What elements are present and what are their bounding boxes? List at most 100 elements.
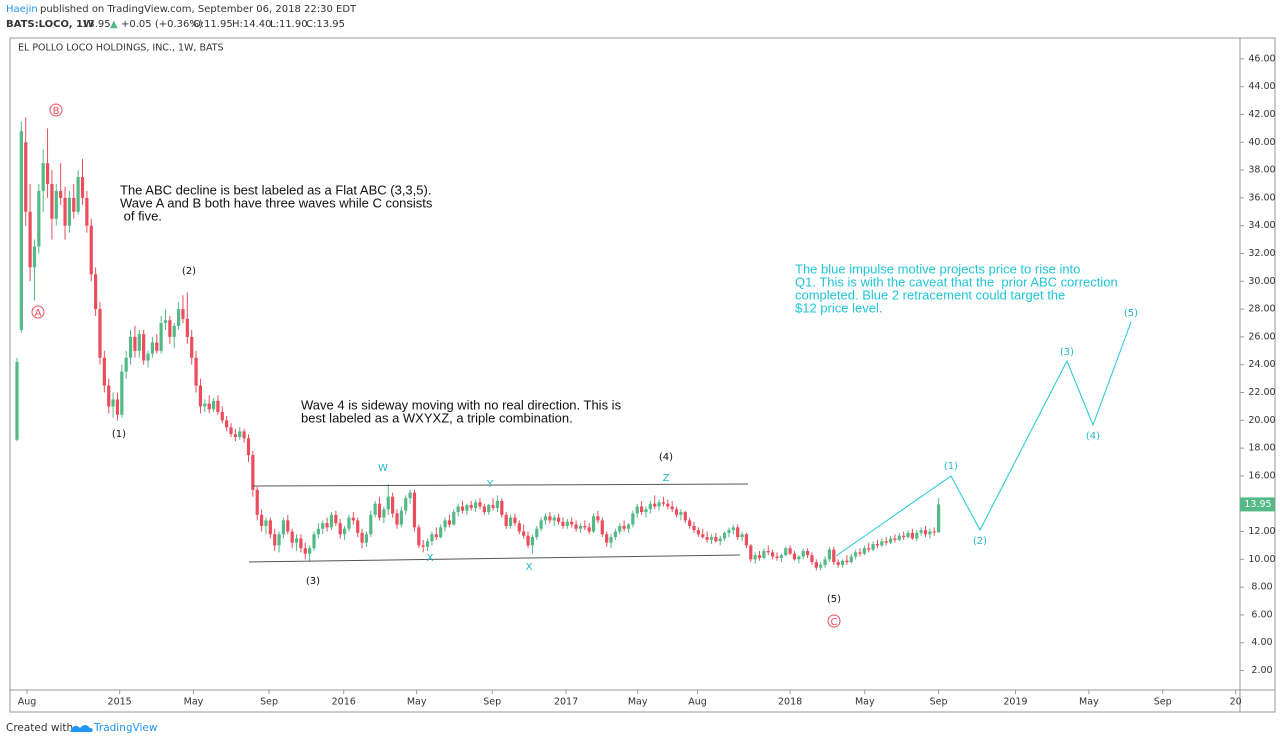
y-tick-label: 12.00 bbox=[1248, 526, 1275, 537]
created-with: Created with bbox=[6, 722, 73, 734]
y-tick-label: 4.00 bbox=[1251, 637, 1272, 648]
candle-body bbox=[264, 520, 268, 526]
candle-body bbox=[609, 537, 613, 543]
x-tick-label: 2015 bbox=[108, 697, 132, 708]
candle-body bbox=[779, 555, 783, 558]
y-tick-label: 2.00 bbox=[1251, 665, 1272, 676]
close: C:13.95 bbox=[306, 19, 345, 30]
channel-top bbox=[251, 483, 749, 487]
candle-body bbox=[810, 555, 814, 563]
wave-label: W bbox=[378, 463, 388, 474]
candle-body bbox=[465, 505, 469, 511]
candle-body bbox=[644, 509, 648, 513]
candle-body bbox=[648, 503, 652, 510]
candle-body bbox=[24, 142, 28, 212]
candle-body bbox=[67, 197, 72, 226]
candle-body bbox=[548, 516, 552, 521]
candle-body bbox=[788, 548, 792, 554]
y-tick-label: 42.00 bbox=[1248, 109, 1275, 120]
candle-body bbox=[500, 500, 504, 515]
candle-body bbox=[386, 496, 390, 510]
candle-body bbox=[430, 534, 434, 542]
wave-label: Y bbox=[486, 479, 494, 490]
candle-body bbox=[692, 525, 696, 531]
candle-body bbox=[28, 211, 32, 268]
wave-label: (5) bbox=[1124, 308, 1138, 319]
x-tick-label: 2017 bbox=[554, 697, 578, 708]
candle-body bbox=[937, 504, 941, 533]
candle-body bbox=[329, 514, 334, 528]
candle-body bbox=[382, 509, 386, 518]
candle-body bbox=[906, 532, 910, 538]
candle-body bbox=[94, 274, 98, 310]
wave-label: (5) bbox=[827, 594, 841, 605]
candle-body bbox=[133, 336, 137, 351]
wave-label: X bbox=[427, 553, 434, 564]
candle-body bbox=[242, 431, 246, 439]
x-tick-label: Sep bbox=[1154, 697, 1172, 708]
note: The blue impulse motive projects price t… bbox=[795, 261, 1080, 276]
author[interactable]: Haejin bbox=[6, 4, 38, 15]
candle-body bbox=[928, 531, 932, 535]
wave-label: (4) bbox=[1086, 431, 1100, 442]
wave-label: (2) bbox=[182, 266, 196, 277]
candle-body bbox=[211, 400, 216, 410]
candle-body bbox=[98, 309, 102, 358]
candle-body bbox=[805, 550, 810, 556]
wave-label: (3) bbox=[306, 576, 320, 587]
candle-body bbox=[190, 336, 194, 358]
candle-body bbox=[115, 399, 120, 415]
x-tick-label: Aug bbox=[688, 697, 707, 708]
candle-body bbox=[854, 552, 858, 557]
candle-body bbox=[417, 527, 421, 546]
candle-body bbox=[522, 531, 526, 536]
candle-body bbox=[771, 552, 775, 557]
wave-label: Z bbox=[663, 473, 670, 484]
candle-body bbox=[146, 353, 150, 361]
candle-body bbox=[259, 514, 264, 526]
brand[interactable]: TradingView bbox=[93, 722, 158, 734]
candle-body bbox=[216, 400, 220, 412]
up-arrow: ▲ bbox=[110, 19, 118, 30]
candle-body bbox=[530, 537, 535, 546]
y-tick-label: 38.00 bbox=[1248, 165, 1275, 176]
price-tag-label: 13.95 bbox=[1244, 499, 1271, 510]
candle-body bbox=[836, 562, 840, 565]
last-price: 13.95 bbox=[82, 19, 111, 30]
note: $12 price level. bbox=[795, 300, 882, 315]
candle-body bbox=[338, 523, 342, 535]
candle-body bbox=[360, 532, 364, 543]
candle-body bbox=[369, 514, 373, 535]
candle-body bbox=[168, 320, 172, 337]
candle-body bbox=[517, 523, 521, 532]
y-tick-label: 26.00 bbox=[1248, 331, 1275, 342]
candle-body bbox=[142, 334, 146, 361]
candle-body bbox=[408, 492, 412, 499]
projection-line bbox=[835, 321, 1132, 557]
candle-body bbox=[273, 534, 277, 546]
candle-body bbox=[596, 516, 600, 521]
candle-body bbox=[447, 520, 452, 525]
candles bbox=[15, 117, 941, 571]
candle-body bbox=[701, 534, 705, 538]
candle-body bbox=[452, 512, 456, 525]
candle-body bbox=[412, 492, 417, 528]
candle-body bbox=[220, 411, 224, 421]
high: H:14.40 bbox=[232, 19, 272, 30]
candle-body bbox=[565, 521, 569, 526]
note: Wave 4 is sideway moving with no real di… bbox=[301, 397, 622, 412]
y-tick-label: 36.00 bbox=[1248, 192, 1275, 203]
x-tick-label: Sep bbox=[483, 697, 501, 708]
candle-body bbox=[41, 163, 45, 191]
candle-body bbox=[683, 512, 687, 521]
candle-body bbox=[233, 434, 237, 437]
candle-body bbox=[622, 525, 626, 529]
candle-body bbox=[744, 534, 749, 546]
wave-label: C bbox=[831, 617, 838, 628]
y-tick-label: 22.00 bbox=[1248, 387, 1275, 398]
candle-body bbox=[919, 530, 923, 533]
wave-label: (1) bbox=[112, 429, 126, 440]
candle-body bbox=[862, 548, 866, 554]
